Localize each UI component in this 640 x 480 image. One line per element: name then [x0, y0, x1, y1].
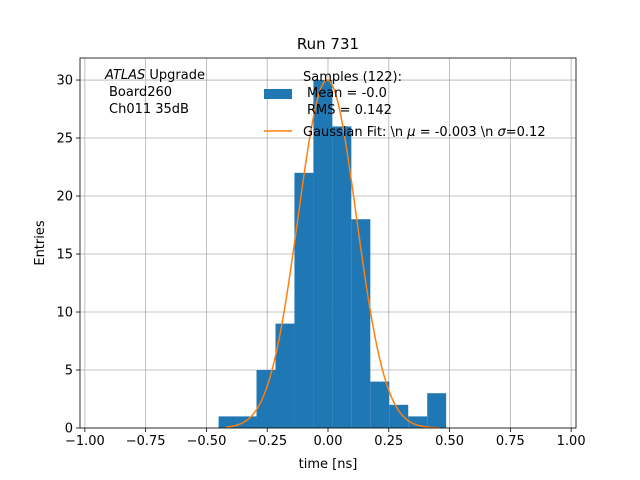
- x-tick-label: −1.00: [65, 434, 105, 449]
- histogram-bar: [408, 416, 428, 428]
- x-ticks: −1.00 −0.75 −0.50 −0.25 0.00 0.25 0.50 0.75 1.00: [65, 428, 586, 449]
- histogram-bars: [218, 80, 447, 428]
- y-axis-label: Entries: [33, 220, 48, 266]
- legend-samples-line-2: Mean = -0.0: [307, 86, 387, 101]
- histogram-bar: [427, 393, 447, 428]
- annotation-upgrade: Upgrade: [145, 68, 205, 83]
- x-tick-label: 0.25: [374, 434, 403, 449]
- y-tick-label: 25: [56, 132, 73, 147]
- gaussian-fit-curve: [225, 79, 440, 429]
- histogram-bar: [294, 172, 314, 428]
- histogram-bar: [237, 416, 257, 428]
- legend-fit-mid: = -0.003 \n: [416, 125, 498, 140]
- y-tick-label: 0: [65, 422, 73, 437]
- histogram-bar: [218, 416, 238, 428]
- x-tick-label: 0.50: [435, 434, 464, 449]
- histogram-bar: [275, 323, 295, 428]
- y-ticks: 0 5 10 15 20 25 30: [56, 74, 80, 437]
- x-tick-label: −0.25: [247, 434, 287, 449]
- legend-fit-mu: μ: [406, 125, 415, 140]
- legend-fit-post: =0.12: [506, 125, 546, 140]
- legend-fit-pre: Gaussian Fit: \n: [303, 125, 407, 140]
- annotation-line-2: Board260: [109, 85, 172, 100]
- y-tick-label: 30: [56, 74, 73, 89]
- annotation-atlas: ATLAS: [104, 68, 145, 83]
- legend-fit-label: Gaussian Fit: \n μ = -0.003 \n σ=0.12: [303, 125, 546, 140]
- x-tick-label: −0.75: [126, 434, 166, 449]
- histogram-bar: [256, 370, 276, 428]
- histogram-bar: [389, 404, 409, 428]
- annotation-line-1: ATLAS Upgrade: [104, 68, 205, 83]
- histogram-bar: [313, 80, 333, 428]
- chart-title: Run 731: [297, 35, 359, 53]
- annotation-line-3: Ch011 35dB: [109, 102, 189, 117]
- x-tick-label: 1.00: [557, 434, 586, 449]
- y-tick-label: 5: [65, 364, 73, 379]
- legend-fit-sigma: σ: [498, 125, 507, 140]
- x-tick-label: 0.00: [314, 434, 343, 449]
- x-tick-label: 0.75: [496, 434, 525, 449]
- x-axis-label: time [ns]: [299, 457, 358, 472]
- legend-samples-line-1: Samples (122):: [303, 70, 402, 85]
- y-tick-label: 15: [56, 248, 73, 263]
- legend-samples-swatch: [264, 89, 292, 99]
- x-tick-label: −0.50: [187, 434, 227, 449]
- histogram-bar: [332, 126, 352, 428]
- legend-samples-line-3: RMS = 0.142: [307, 103, 392, 118]
- histogram-bar: [370, 381, 390, 428]
- y-tick-label: 10: [56, 306, 73, 321]
- y-tick-label: 20: [56, 190, 73, 205]
- annotation: ATLAS Upgrade Board260 Ch011 35dB: [104, 68, 205, 117]
- histogram-bar: [351, 219, 371, 428]
- legend: Samples (122): Mean = -0.0 RMS = 0.142 G…: [264, 70, 546, 140]
